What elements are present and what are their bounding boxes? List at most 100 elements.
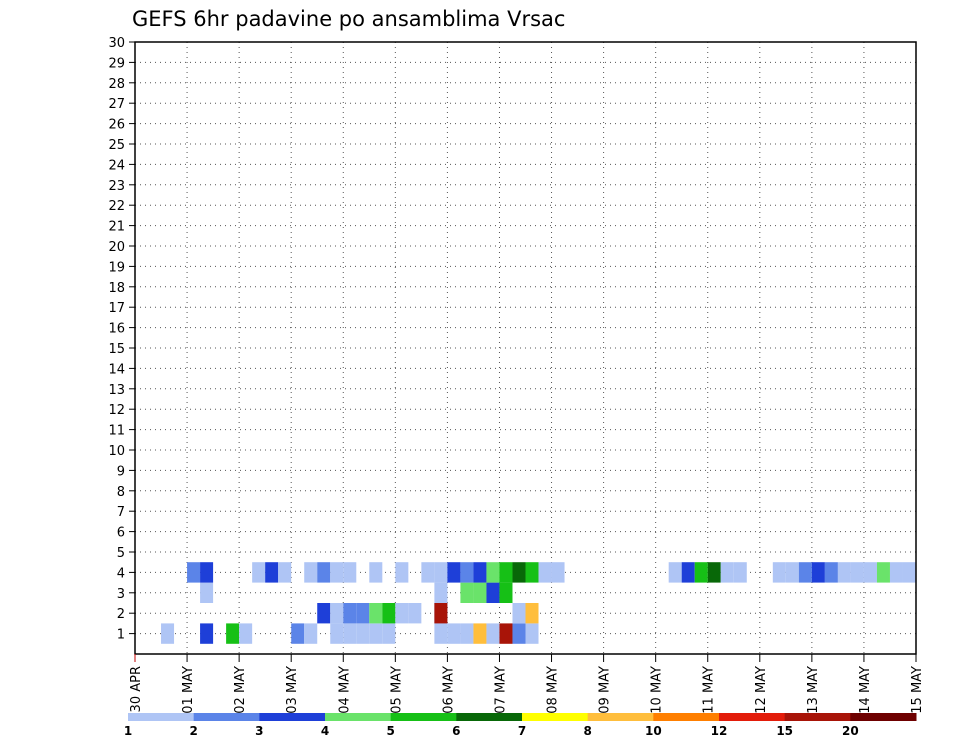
precip-cell [343,623,357,644]
x-axis: 30 APR 01 MAY 02 MAY 03 MAY 04 MAY 05 MAY 06 M… [129,654,925,714]
precip-cell [499,562,513,583]
precipitation-cells [161,562,916,644]
x-tick-label: 01 MAY [181,666,196,714]
precip-cell [434,582,448,603]
precip-cell [473,582,487,603]
precip-cell [226,623,240,644]
precip-cell [486,623,500,644]
precip-cell [538,562,552,583]
precip-cell [421,562,435,583]
y-tick-label: 22 [108,199,125,214]
precip-cell [369,603,383,624]
legend-label: 4 [321,724,329,738]
y-tick-label: 18 [108,281,125,296]
y-tick-label: 3 [117,587,125,602]
y-tick-label: 15 [108,342,125,357]
legend-swatch [719,713,786,721]
precip-cell [317,603,331,624]
precip-cell [798,562,812,583]
precip-cell [369,562,383,583]
x-tick-label: 12 MAY [754,666,769,714]
precip-cell [278,562,292,583]
precip-cell [668,562,682,583]
y-tick-label: 6 [117,526,125,541]
precip-cell [330,603,344,624]
x-tick-label: 05 MAY [389,666,404,714]
precip-cell [850,562,864,583]
legend-swatch [850,713,917,721]
y-tick-label: 20 [108,240,125,255]
precip-cell [356,603,370,624]
x-tick-label: 15 MAY [910,666,925,714]
precip-cell [382,603,396,624]
y-tick-label: 29 [108,56,125,71]
legend-swatch [522,713,589,721]
precip-cell [525,623,539,644]
precip-cell [291,623,305,644]
y-tick-label: 2 [117,607,125,622]
legend-label: 6 [452,724,460,738]
y-tick-label: 1 [117,628,125,643]
x-tick-label: 09 MAY [598,666,613,714]
precip-cell [512,603,526,624]
chart-title: GEFS 6hr padavine po ansamblima Vrsac [132,7,565,31]
precip-cell [304,623,318,644]
precip-cell [330,562,344,583]
y-tick-label: 25 [108,138,125,153]
precip-cell [694,562,708,583]
precip-cell [447,623,461,644]
precip-cell [512,562,526,583]
precip-cell [265,562,279,583]
y-tick-label: 12 [108,403,125,418]
precip-cell [330,623,344,644]
legend-label: 3 [255,724,263,738]
precip-cell [681,562,695,583]
x-tick-label: 13 MAY [806,666,821,714]
y-tick-label: 13 [108,383,125,398]
legend-swatch [259,713,326,721]
x-tick-label: 03 MAY [285,666,300,714]
y-tick-label: 21 [108,220,125,235]
precip-cell [824,562,838,583]
x-tick-label: 08 MAY [546,666,561,714]
y-tick-label: 9 [117,464,125,479]
legend-swatch [456,713,523,721]
precip-cell [525,562,539,583]
legend-swatch [587,713,654,721]
precip-cell [304,562,318,583]
legend-label: 1 [124,724,132,738]
precip-cell [902,562,916,583]
y-tick-label: 28 [108,77,125,92]
y-tick-label: 8 [117,485,125,500]
precip-cell [200,582,214,603]
precip-cell [434,623,448,644]
precip-cell [187,562,201,583]
y-tick-label: 4 [117,566,125,581]
precip-cell [356,623,370,644]
legend-label: 2 [189,724,197,738]
precip-cell [876,562,890,583]
precip-cell [863,562,877,583]
precip-cell [551,562,565,583]
precip-cell [239,623,253,644]
precip-cell [460,562,474,583]
legend-swatch [128,713,195,721]
precip-cell [733,562,747,583]
legend-label: 5 [386,724,394,738]
y-tick-label: 10 [108,444,125,459]
y-tick-label: 14 [108,362,125,377]
precip-cell [785,562,799,583]
precip-cell [317,562,331,583]
precip-cell [161,623,175,644]
precip-cell [525,603,539,624]
precip-cell [837,562,851,583]
precip-cell [460,623,474,644]
precip-cell [473,623,487,644]
precip-cell [499,623,513,644]
precip-cell [408,603,422,624]
legend-label: 15 [776,724,793,738]
precip-cell [720,562,734,583]
precip-cell [200,623,214,644]
precip-cell [369,623,383,644]
precip-cell [512,623,526,644]
